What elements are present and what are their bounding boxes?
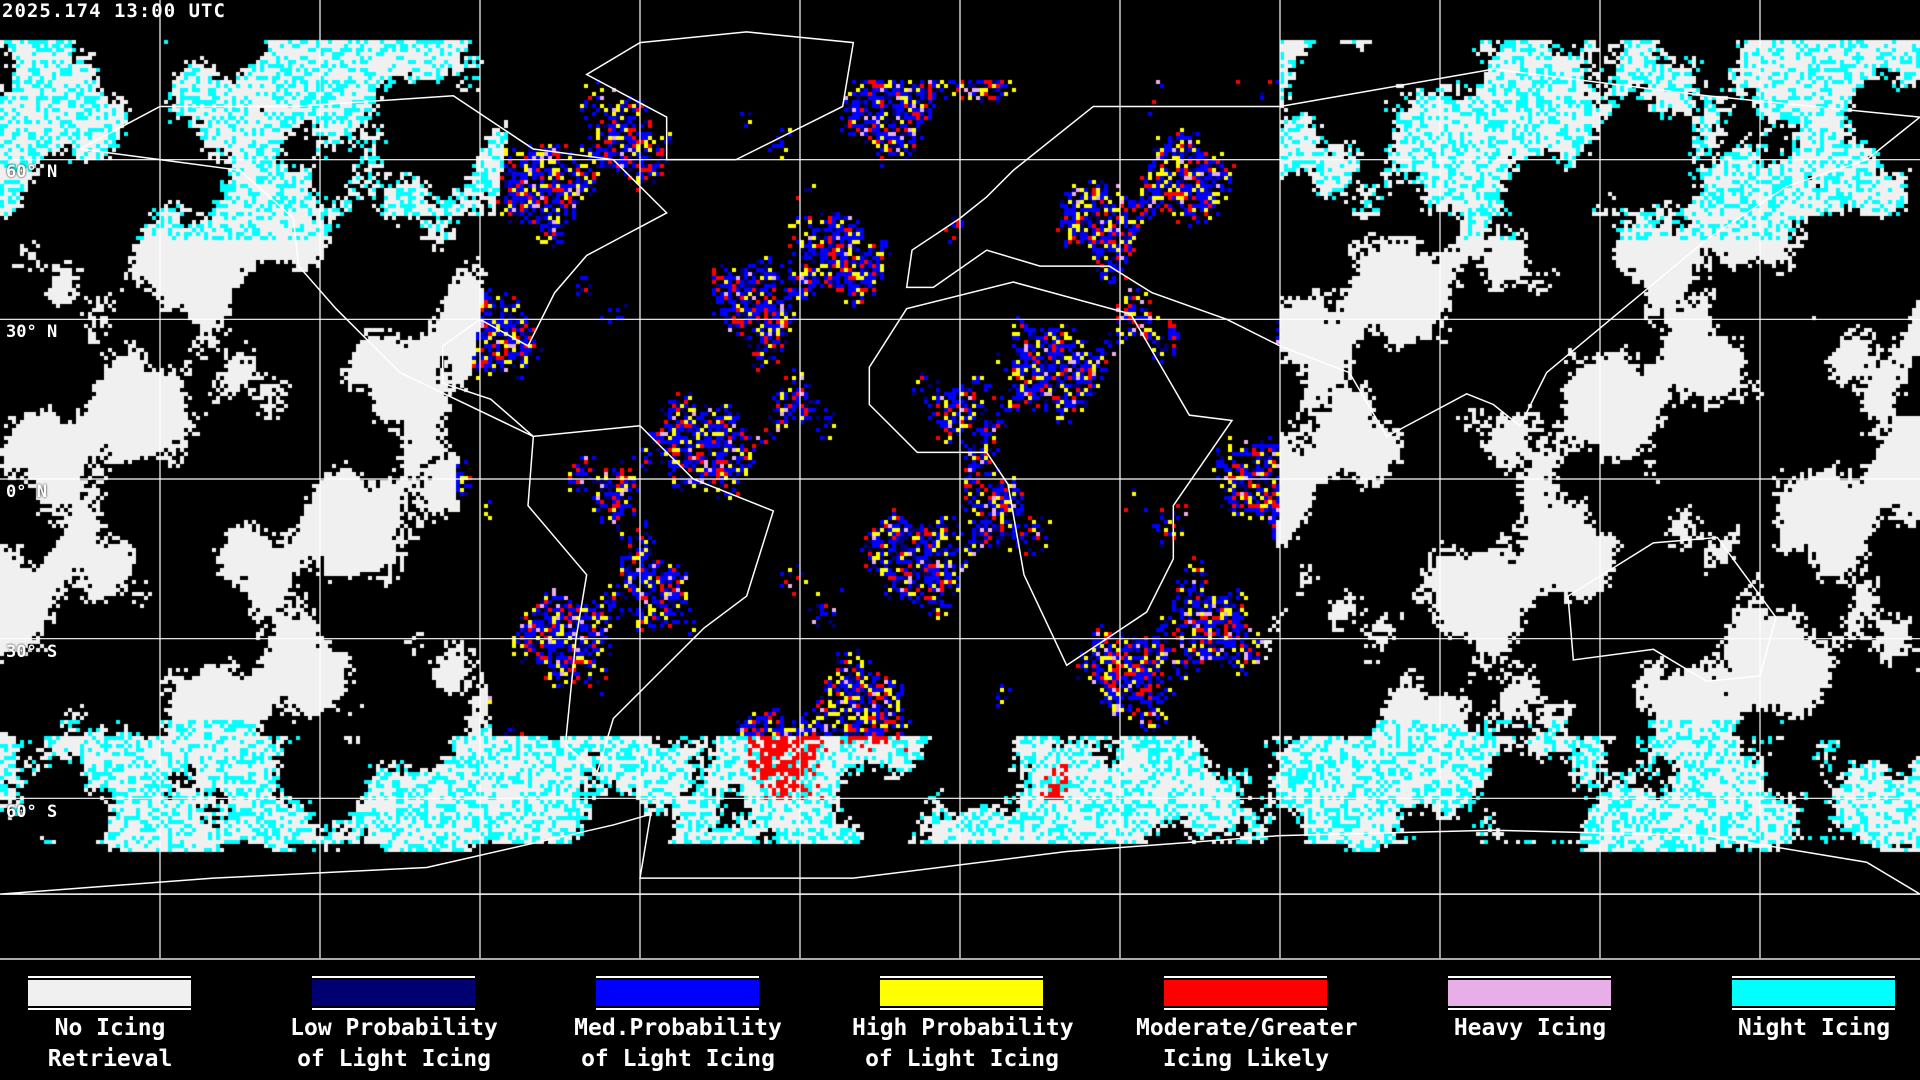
coastline-africa (868, 281, 1234, 667)
coastline-australia (1567, 536, 1777, 683)
legend-label-line2: Icing Likely (1162, 1046, 1330, 1072)
map-overlay (0, 0, 1920, 958)
coastline-greenland (585, 31, 855, 161)
legend-label-line1: Heavy Icing (1453, 1015, 1607, 1041)
legend-swatch (1732, 976, 1895, 1010)
legend-swatch (312, 976, 475, 1010)
legend-label-line2: of Light Icing (581, 1046, 775, 1072)
legend-label-line1: Night Icing (1737, 1015, 1891, 1041)
legend-label-line2: of Light Icing (297, 1046, 491, 1072)
legend-swatch (1448, 976, 1611, 1010)
coastline-south-america (527, 424, 775, 774)
legend: No Icing Retrieval Low Probability of Ligh… (0, 960, 1920, 1080)
legend-label-line1: No Icing (54, 1015, 166, 1041)
legend-swatch (1164, 976, 1327, 1010)
lat-label-60s: 60° S (6, 802, 58, 822)
legend-swatch (880, 976, 1043, 1010)
icing-map (0, 0, 1920, 958)
legend-divider (0, 958, 1920, 960)
lat-label-60n: 60° N (6, 162, 58, 182)
legend-label-line2: Retrieval (47, 1046, 173, 1072)
coastline-north-america (77, 95, 668, 438)
lat-label-0n: 0° N (6, 482, 47, 502)
coastline-eurasia (905, 68, 1920, 438)
legend-label-line1: Med.Probability (574, 1015, 782, 1041)
legend-label-line1: High Probability (852, 1015, 1074, 1041)
legend-swatch (28, 976, 191, 1010)
timestamp: 2025.174 13:00 UTC (2, 0, 226, 22)
legend-label-line2: of Light Icing (865, 1046, 1059, 1072)
lat-label-30s: 30° S (6, 642, 58, 662)
legend-swatch (596, 976, 759, 1010)
legend-label-line1: Low Probability (290, 1015, 498, 1041)
legend-label-line1: Moderate/Greater (1136, 1015, 1358, 1041)
lat-label-30n: 30° N (6, 322, 58, 342)
